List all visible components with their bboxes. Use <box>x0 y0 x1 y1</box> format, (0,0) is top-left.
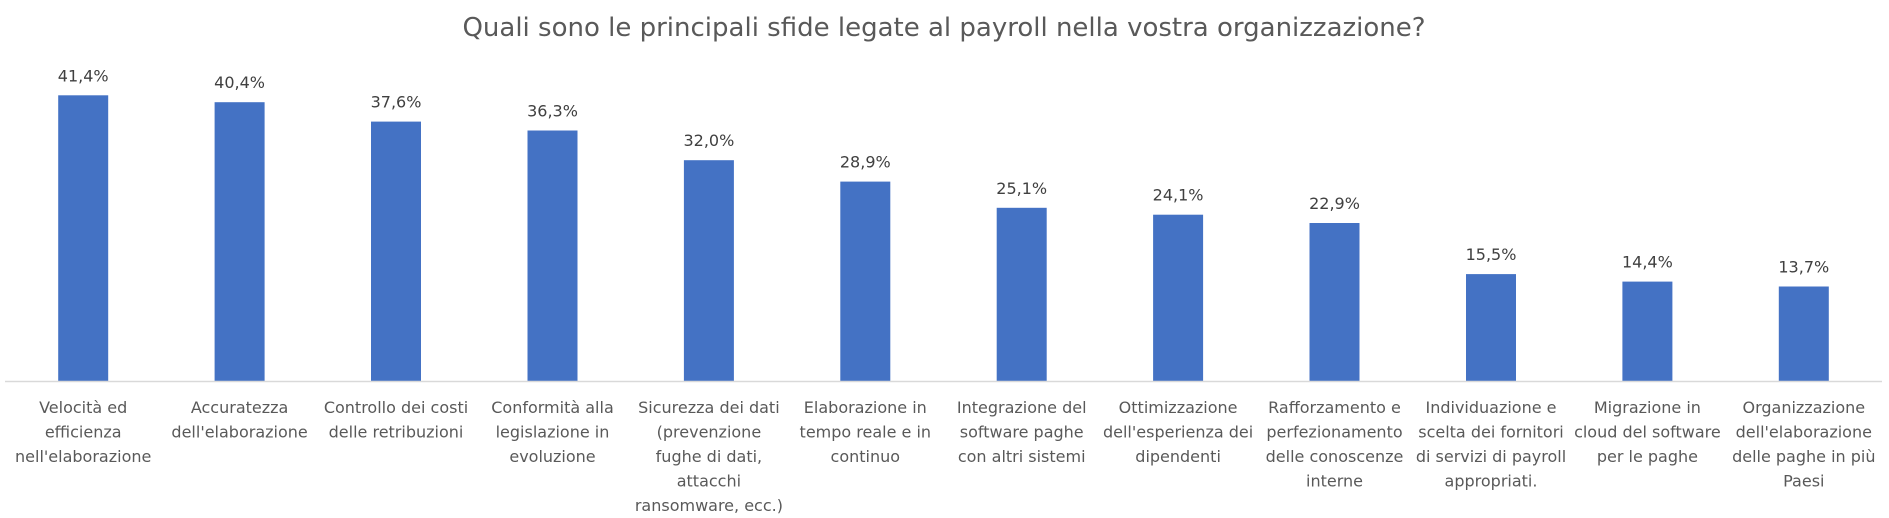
data-label: 22,9% <box>1309 194 1360 213</box>
bar <box>840 181 891 381</box>
category-label-line: perfezionamento <box>1266 423 1402 442</box>
category-label-line: dell'elaborazione <box>171 423 307 442</box>
category-label-line: Integrazione del <box>957 398 1087 417</box>
category-label-line: delle paghe in più <box>1732 447 1875 466</box>
data-label: 13,7% <box>1778 258 1829 277</box>
category-label: Migrazione in cloud del software per le pa… <box>1574 398 1721 466</box>
data-label: 25,1% <box>996 179 1047 198</box>
category-label-line: Paesi <box>1783 472 1824 491</box>
data-label: 40,4% <box>214 73 265 92</box>
bar <box>1622 281 1673 381</box>
category-label: Accuratezza dell'elaborazione <box>171 398 307 442</box>
category-label-line: cloud del software <box>1574 423 1721 442</box>
category-label-line: dell'elaborazione <box>1736 423 1872 442</box>
data-label: 28,9% <box>840 153 891 172</box>
category-label-line: efficienza <box>45 423 122 442</box>
category-label-line: Ottimizzazione <box>1119 398 1238 417</box>
category-label-line: tempo reale e in <box>800 423 932 442</box>
category-label-line: dell'esperienza dei <box>1103 423 1253 442</box>
category-label-line: Migrazione in <box>1594 398 1701 417</box>
category-label: Rafforzamento e perfezionamento delle cono… <box>1266 398 1404 491</box>
data-label: 37,6% <box>371 93 422 112</box>
category-label-line: Conformità alla <box>491 398 614 417</box>
category-label-line: (prevenzione <box>657 423 762 442</box>
bar <box>1153 214 1204 381</box>
category-label-line: interne <box>1306 472 1363 491</box>
category-label-line: Controllo dei costi <box>324 398 468 417</box>
category-label: Individuazione e scelta dei fornitori di s… <box>1416 398 1566 491</box>
category-label-line: ransomware, ecc.) <box>635 496 783 515</box>
category-label-line: nell'elaborazione <box>15 447 151 466</box>
category-label-line: Sicurezza dei dati <box>638 398 780 417</box>
category-label-line: di servizi di payroll <box>1416 447 1566 466</box>
category-label-line: appropriati. <box>1445 472 1538 491</box>
data-label: 14,4% <box>1622 253 1673 272</box>
bar <box>58 95 109 382</box>
category-label-line: delle retribuzioni <box>329 423 464 442</box>
category-label-line: continuo <box>831 447 901 466</box>
data-labels-group: 41,4% 40,4% 37,6% 36,3% 32,0% 28,9% 25,1% 24,1%… <box>58 66 1829 276</box>
category-label-line: Velocità ed <box>39 398 127 417</box>
category-label: Organizzazione dell'elaborazione delle pag… <box>1732 398 1875 491</box>
data-label: 24,1% <box>1153 186 1204 205</box>
category-label-line: Rafforzamento e <box>1268 398 1401 417</box>
chart-title: Quali sono le principali sfide legate al… <box>462 13 1425 43</box>
bar <box>996 207 1047 381</box>
category-label: Velocità ed efficienza nell'elaborazione <box>15 398 151 466</box>
category-label-line: software paghe <box>960 423 1084 442</box>
category-label-line: attacchi <box>677 472 741 491</box>
category-label-line: Organizzazione <box>1742 398 1865 417</box>
category-label-line: scelta dei fornitori <box>1418 423 1564 442</box>
bar <box>371 121 421 381</box>
category-label-line: Individuazione e <box>1425 398 1556 417</box>
bars-group <box>58 95 1829 382</box>
category-label: Controllo dei costi delle retribuzioni <box>324 398 468 442</box>
category-label: Conformità alla legislazione in evoluzione <box>491 398 614 466</box>
category-label: Integrazione del software paghe con altri … <box>957 398 1087 466</box>
category-label: Elaborazione in tempo reale e in continuo <box>800 398 932 466</box>
category-label-line: Elaborazione in <box>804 398 927 417</box>
category-label-line: evoluzione <box>509 447 595 466</box>
bar <box>1778 286 1829 381</box>
category-label-line: delle conoscenze <box>1266 447 1404 466</box>
bar <box>683 160 734 381</box>
category-labels-group: Velocità ed efficienza nell'elaborazione Ac… <box>15 398 1875 515</box>
data-label: 15,5% <box>1466 245 1517 264</box>
bar <box>527 130 578 381</box>
data-label: 32,0% <box>683 131 734 150</box>
category-label-line: legislazione in <box>496 423 610 442</box>
bar <box>1466 274 1516 382</box>
category-label: Sicurezza dei dati (prevenzione fughe di d… <box>635 398 783 515</box>
category-label: Ottimizzazione dell'esperienza dei dipende… <box>1103 398 1253 466</box>
bar <box>214 102 265 381</box>
category-label-line: fughe di dati, <box>656 447 762 466</box>
category-label-line: con altri sistemi <box>958 447 1086 466</box>
category-label-line: Accuratezza <box>191 398 289 417</box>
category-label-line: per le paghe <box>1597 447 1698 466</box>
data-label: 41,4% <box>58 66 109 85</box>
category-label-line: dipendenti <box>1135 447 1221 466</box>
bar <box>1309 223 1360 381</box>
data-label: 36,3% <box>527 102 578 121</box>
